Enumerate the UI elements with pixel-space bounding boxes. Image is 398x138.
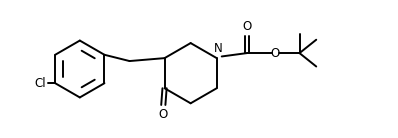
- Text: Cl: Cl: [34, 77, 46, 90]
- Text: O: O: [242, 20, 252, 33]
- Text: N: N: [214, 42, 223, 55]
- Text: O: O: [159, 108, 168, 121]
- Text: O: O: [271, 47, 280, 60]
